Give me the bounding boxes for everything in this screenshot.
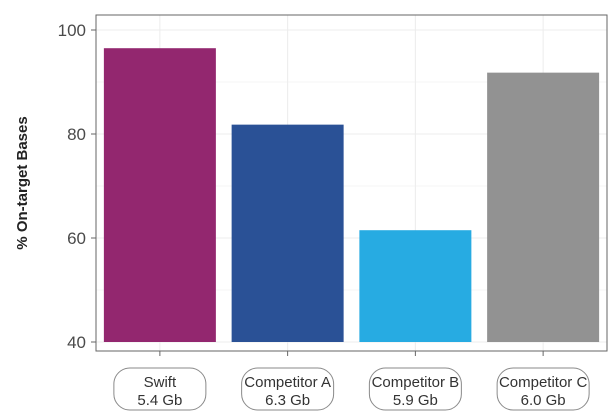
y-tick-label: 80 bbox=[67, 125, 86, 144]
bar-competitor-b bbox=[359, 230, 472, 342]
label-bubble bbox=[113, 367, 207, 411]
label-bubble bbox=[496, 367, 590, 411]
label-bubble bbox=[241, 367, 335, 411]
y-axis: 40 60 80 100 bbox=[58, 21, 544, 356]
y-tick-label: 100 bbox=[58, 21, 86, 40]
y-tick-label: 60 bbox=[67, 229, 86, 248]
bar-competitor-c bbox=[487, 72, 600, 342]
category-label: Competitor B bbox=[372, 374, 460, 391]
bars bbox=[103, 48, 600, 342]
category-sublabel: 6.3 Gb bbox=[265, 392, 310, 409]
bar-competitor-a bbox=[231, 124, 344, 342]
category-sublabel: 6.0 Gb bbox=[521, 392, 566, 409]
y-axis-title: % On-target Bases bbox=[14, 116, 31, 249]
label-bubble bbox=[368, 367, 462, 411]
category-label: Competitor A bbox=[244, 374, 331, 391]
category-label: Swift bbox=[144, 374, 177, 391]
category-sublabel: 5.9 Gb bbox=[393, 392, 438, 409]
bar-swift bbox=[103, 48, 216, 342]
category-sublabel: 5.4 Gb bbox=[137, 392, 182, 409]
y-tick-label: 40 bbox=[67, 333, 86, 352]
plot-frame bbox=[95, 14, 608, 352]
category-label: Competitor C bbox=[499, 374, 588, 391]
